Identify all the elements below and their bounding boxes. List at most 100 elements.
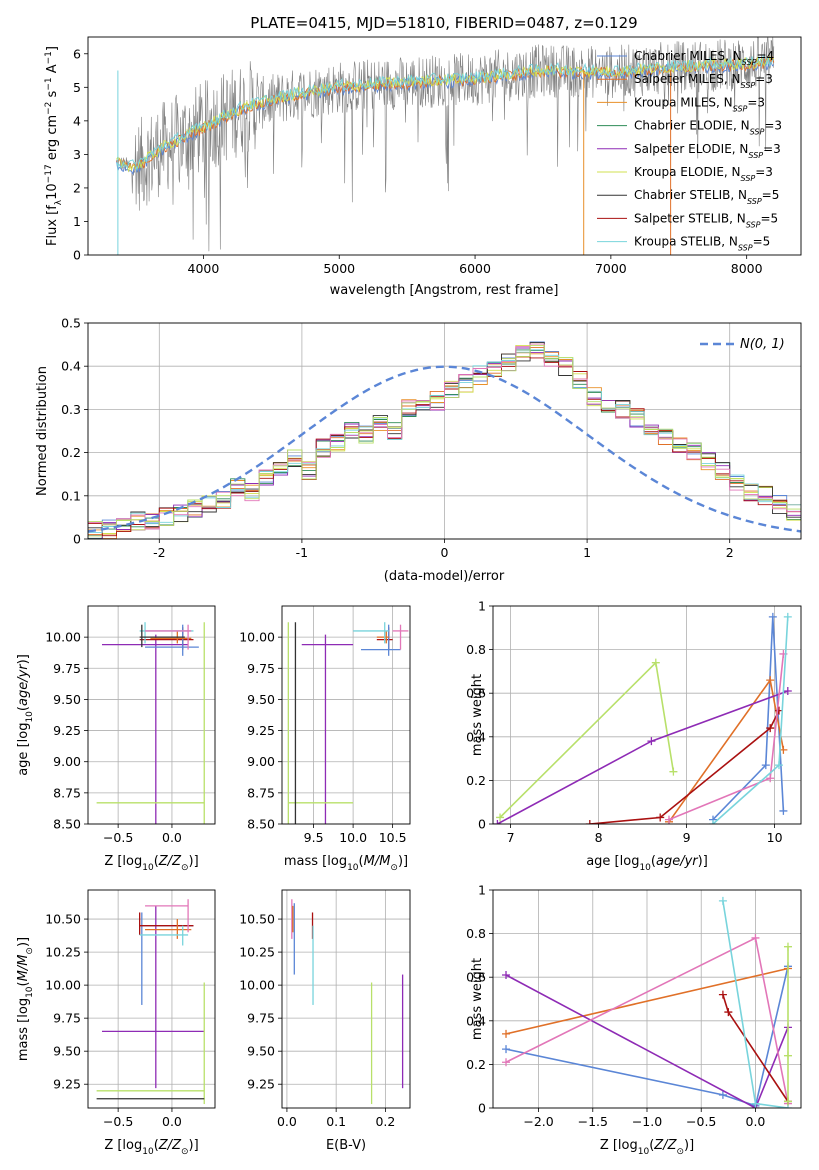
mass-vs-extinction-panel: 0.0 0.1 0.2 9.25 9.50 9.75 10.00 10.25 10.50 E(B-… xyxy=(239,889,411,1153)
x-tick-label: −2.0 xyxy=(523,1114,553,1129)
y-tick-label: 10.25 xyxy=(45,945,81,960)
y-tick-label: 8.75 xyxy=(247,785,275,800)
y-tick-label: 9.50 xyxy=(53,1044,81,1059)
y-tick-label: 0.8 xyxy=(466,926,486,941)
weight-point-marker xyxy=(783,1051,792,1060)
model-spectrum-line xyxy=(116,54,775,173)
x-tick-label: -1 xyxy=(296,545,308,560)
weight-point-marker xyxy=(783,942,792,951)
x-tick-label: −0.5 xyxy=(103,1114,133,1129)
y-tick-label: 0.4 xyxy=(466,1013,486,1028)
y-tick-label: 0.8 xyxy=(466,642,486,657)
y-axis-label: mass [log10(M/M⊙)] xyxy=(16,937,35,1061)
weight-series-line xyxy=(589,710,780,824)
x-tick-label: 0.0 xyxy=(277,1114,297,1129)
y-tick-label: 10.50 xyxy=(45,912,81,927)
y-tick-label: 10.00 xyxy=(45,978,81,993)
age-vs-mass-panel: 9.5 10.0 10.5 8.50 8.75 9.00 9.25 9.50 9.75 10.00… xyxy=(239,605,411,873)
y-axis-label: Flux [fλ10−17 erg cm−2 s−1 A−1] xyxy=(44,46,64,246)
normal-reference-curve xyxy=(88,365,801,533)
weight-point-marker xyxy=(669,767,678,776)
x-tick-label: 5000 xyxy=(323,261,355,276)
y-tick-label: 9.75 xyxy=(247,1011,275,1026)
mass-vs-metallicity-panel: −0.5 0.0 9.25 9.50 9.75 10.00 10.25 10.50 Z [log… xyxy=(16,889,216,1157)
y-tick-label: 0.1 xyxy=(61,488,81,503)
weight-point-marker xyxy=(766,676,775,685)
x-axis-label: age [log10(age/yr)] xyxy=(586,854,708,873)
x-tick-label: 0 xyxy=(441,545,449,560)
age-vs-metallicity-panel: −0.5 0.0 8.50 8.75 9.00 9.25 9.50 9.75 10.00 Z [l… xyxy=(16,605,216,873)
weight-point-marker xyxy=(779,806,788,815)
residuals-panel: -2 -1 0 1 2 0 0.1 0.2 0.3 0.4 0.5 (data-model)/erro… xyxy=(35,316,802,584)
y-tick-label: 1 xyxy=(73,214,81,229)
x-tick-label: 0.0 xyxy=(746,1114,766,1129)
x-tick-label: 1 xyxy=(583,545,591,560)
y-tick-label: 10.00 xyxy=(239,630,275,645)
y-tick-label: 5 xyxy=(73,80,81,95)
y-tick-label: 0.5 xyxy=(61,316,81,331)
x-tick-label: −0.5 xyxy=(686,1114,716,1129)
x-tick-label: 0.2 xyxy=(375,1114,395,1129)
y-tick-label: 9.00 xyxy=(53,754,81,769)
y-tick-label: 0.2 xyxy=(61,445,81,460)
axes-frame xyxy=(281,889,411,1109)
y-tick-label: 10.50 xyxy=(239,912,275,927)
y-axis-label: age [log10(age/yr)] xyxy=(16,654,35,776)
y-axis-label: Normed distribution xyxy=(35,366,50,496)
axes-frame xyxy=(87,605,216,825)
weight-series-line xyxy=(497,690,789,824)
weight-vs-age-panel: 7 8 9 10 0 0.2 0.4 0.6 0.8 1 age [log10(age/yr)] ma… xyxy=(466,599,802,873)
legend-entry: Kroupa ELODIE, NSSP=3 xyxy=(634,165,773,183)
x-tick-label: 8 xyxy=(595,830,603,845)
y-tick-label: 10.00 xyxy=(45,630,81,645)
x-axis-label: Z [log10(Z/Z⊙)] xyxy=(104,854,198,873)
weight-point-marker xyxy=(724,1008,733,1017)
y-tick-label: 9.50 xyxy=(247,692,275,707)
x-axis-label: mass [log10(M/M⊙)] xyxy=(284,854,408,873)
legend-entry: Chabrier STELIB, NSSP=5 xyxy=(634,188,779,206)
x-tick-label: 9.5 xyxy=(304,830,324,845)
y-tick-label: 0 xyxy=(73,532,81,547)
y-tick-label: 9.25 xyxy=(53,723,81,738)
y-tick-label: 9.75 xyxy=(53,661,81,676)
axes-frame xyxy=(492,605,802,825)
weight-point-marker xyxy=(766,774,775,783)
weight-vs-metallicity-panel: −2.0 −1.5 −1.0 −0.5 0.0 0 0.2 0.4 0.6 0.8 1 Z [log1… xyxy=(466,883,802,1157)
weight-lines xyxy=(502,896,792,1108)
legend-entry: N(0, 1) xyxy=(740,337,785,352)
weight-point-marker xyxy=(783,612,792,621)
axes-frame xyxy=(492,889,802,1109)
y-tick-label: 9.00 xyxy=(247,754,275,769)
weight-point-marker xyxy=(783,1097,792,1106)
weight-series-line xyxy=(505,974,789,1108)
weight-point-marker xyxy=(585,820,594,824)
y-tick-label: 9.75 xyxy=(247,661,275,676)
y-tick-label: 9.50 xyxy=(53,692,81,707)
weight-series-line xyxy=(505,967,789,1035)
spectrum-panel: 4000 5000 6000 7000 8000 0 1 2 3 4 5 6 wavelength [A… xyxy=(44,36,802,298)
y-tick-label: 0 xyxy=(73,248,81,263)
y-tick-label: 8.75 xyxy=(53,785,81,800)
weight-point-marker xyxy=(647,737,656,746)
y-axis-label: mass weight xyxy=(470,674,485,756)
y-tick-label: 0.4 xyxy=(61,359,81,374)
y-tick-label: 0.2 xyxy=(466,773,486,788)
weight-point-marker xyxy=(493,820,502,824)
y-tick-label: 9.25 xyxy=(247,1077,275,1092)
y-tick-label: 0.6 xyxy=(466,686,486,701)
x-axis-label: wavelength [Angstrom, rest frame] xyxy=(330,283,559,298)
x-tick-label: 0.1 xyxy=(326,1114,346,1129)
weight-point-marker xyxy=(502,1045,511,1054)
y-axis-label: mass weight xyxy=(470,958,485,1040)
weight-point-marker xyxy=(718,990,727,999)
x-tick-label: 7 xyxy=(507,830,515,845)
legend-entry: Kroupa MILES, NSSP=3 xyxy=(634,95,765,113)
axes-frame xyxy=(87,322,802,540)
weight-series-line xyxy=(505,966,789,1107)
x-tick-label: 7000 xyxy=(595,261,627,276)
errorbars xyxy=(96,622,205,824)
legend-entry: Kroupa STELIB, NSSP=5 xyxy=(634,235,770,253)
x-tick-label: 10 xyxy=(767,830,783,845)
x-axis-label: (data-model)/error xyxy=(384,569,505,584)
x-tick-label: 9 xyxy=(683,830,691,845)
